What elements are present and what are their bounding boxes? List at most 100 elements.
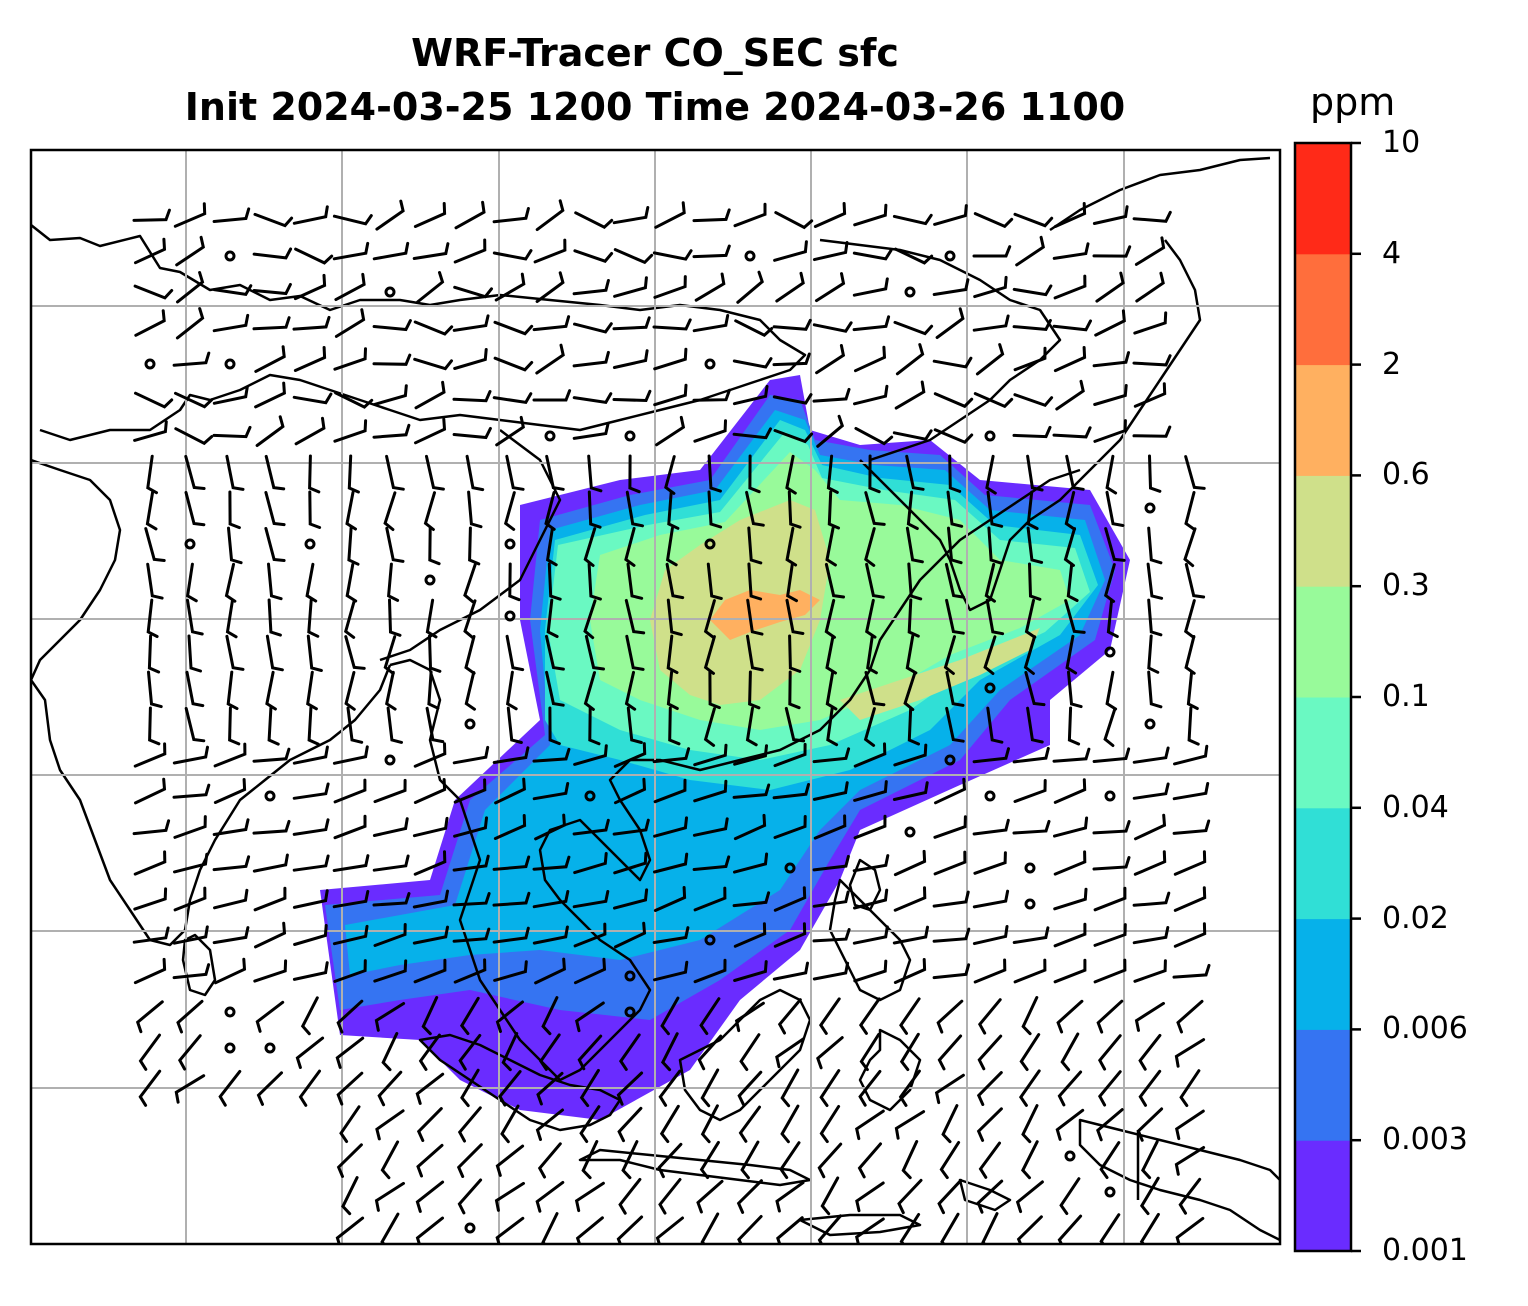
wind-barb: [893, 743, 928, 767]
wind-barb: [373, 384, 408, 406]
wind-barb: [747, 526, 763, 565]
wind-barb: [899, 997, 921, 1035]
calm-wind-marker: [704, 358, 716, 370]
colorbar-band: [1295, 918, 1351, 1030]
wind-barb: [176, 271, 205, 304]
wind-barb: [817, 1214, 842, 1244]
wind-barb: [614, 777, 647, 805]
wind-barb: [293, 924, 328, 946]
wind-barb: [1024, 598, 1037, 639]
wind-barb: [1065, 634, 1078, 675]
wind-barb: [256, 1071, 283, 1106]
wind-barb: [732, 357, 773, 369]
wind-barb: [936, 999, 964, 1034]
wind-barb: [906, 490, 919, 530]
wind-barb: [533, 238, 567, 264]
wind-barb: [905, 634, 918, 675]
wind-barb: [534, 813, 566, 841]
wind-barb: [773, 815, 807, 839]
wind-barb: [816, 1036, 844, 1070]
wind-barb: [535, 199, 565, 232]
wind-barb: [176, 999, 204, 1034]
wind-barb: [425, 598, 438, 639]
wind-barb: [214, 957, 247, 985]
wind-barb: [1053, 274, 1087, 300]
calm-wind-marker: [1104, 790, 1116, 802]
wind-barb: [344, 671, 356, 711]
wind-barb: [508, 562, 521, 602]
wind-barb: [693, 886, 727, 912]
wind-barb: [381, 1032, 399, 1072]
wind-barb: [292, 745, 329, 765]
wind-barb: [1092, 747, 1131, 763]
wind-barb: [665, 562, 685, 600]
wind-barb: [773, 742, 807, 768]
calm-wind-marker: [744, 250, 756, 262]
wind-barb: [253, 959, 288, 983]
wind-barb: [184, 455, 206, 490]
wind-barb: [812, 890, 850, 908]
wind-barb: [452, 927, 491, 943]
wind-barb: [264, 527, 286, 562]
wind-barb: [453, 285, 493, 299]
wind-barb: [332, 214, 373, 226]
wind-barb: [820, 1176, 840, 1216]
wind-barb: [775, 1181, 805, 1213]
wind-barb: [1106, 598, 1119, 638]
wind-barb: [1134, 813, 1167, 841]
wind-barb: [818, 997, 841, 1035]
wind-barb: [937, 1178, 963, 1215]
wind-barb: [907, 706, 920, 746]
wind-barb: [492, 207, 530, 224]
wind-barb: [1053, 887, 1088, 911]
wind-barb: [185, 562, 198, 603]
wind-barb: [772, 783, 810, 800]
wind-barb: [940, 1212, 960, 1244]
wind-barb: [175, 235, 205, 267]
wind-barb: [173, 202, 207, 228]
wind-barb: [1176, 999, 1204, 1034]
wind-barb: [785, 454, 797, 495]
wind-barb: [660, 996, 680, 1036]
wind-barb: [425, 706, 445, 744]
wind-barb: [383, 491, 397, 531]
wind-barb: [212, 926, 250, 945]
calm-wind-marker: [224, 1042, 236, 1054]
wind-barb: [1147, 598, 1163, 637]
calm-wind-marker: [704, 538, 716, 550]
wind-barb: [894, 380, 926, 410]
wind-barb: [456, 1143, 483, 1178]
wind-barb: [387, 562, 400, 602]
calm-wind-marker: [264, 1042, 276, 1054]
wind-barb: [987, 526, 1003, 565]
wind-barb: [492, 926, 530, 944]
wind-barb: [973, 851, 1007, 875]
wind-barb: [307, 706, 320, 746]
wind-barb: [653, 383, 688, 407]
wind-barb: [383, 635, 397, 675]
coastline-sulawesi: [858, 1028, 922, 1112]
wind-barb: [853, 742, 887, 768]
wind-barb: [972, 245, 1012, 258]
wind-barb: [780, 1068, 800, 1108]
wind-barb: [1067, 670, 1083, 709]
wind-barb: [174, 1074, 206, 1104]
wind-barb: [864, 491, 886, 526]
wind-barb: [253, 886, 287, 912]
wind-barb: [707, 454, 722, 493]
calm-wind-marker: [984, 430, 996, 442]
wind-barb: [225, 634, 245, 671]
wind-barb: [375, 1109, 405, 1141]
wind-barb: [707, 490, 723, 529]
wind-barb: [732, 384, 769, 406]
wind-barb: [1092, 245, 1132, 258]
wind-barb: [227, 526, 243, 565]
wind-barb: [653, 816, 688, 838]
colorbar-band: [1295, 364, 1351, 476]
wind-barb: [613, 851, 648, 875]
wind-barb: [652, 249, 693, 261]
wind-barb: [854, 426, 894, 446]
wind-barb: [932, 963, 971, 980]
calm-wind-marker: [944, 754, 956, 766]
wind-barb: [535, 1180, 565, 1213]
